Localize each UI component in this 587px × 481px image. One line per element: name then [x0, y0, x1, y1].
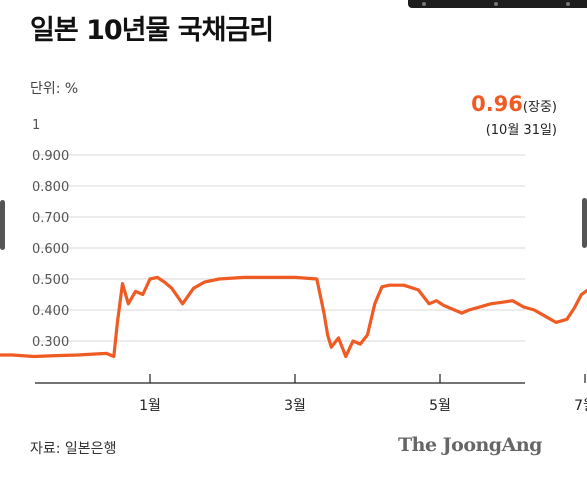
annotation-number: 0.96 — [471, 92, 523, 116]
y-tick-label: 1 — [32, 118, 40, 133]
annotation-value: 0.96(장중) — [471, 92, 557, 116]
y-tick-label: 0.500 — [32, 273, 69, 288]
right-scroll-handle[interactable] — [582, 198, 587, 248]
y-tick-label: 0.600 — [32, 242, 69, 257]
window-dot-icon — [566, 2, 570, 6]
y-tick-label: 0.400 — [32, 304, 69, 319]
y-tick-label: 0.800 — [32, 180, 69, 195]
annotation-date: (10월 31일) — [486, 123, 557, 138]
x-tick-label: 1월 — [139, 398, 161, 414]
series-line — [0, 275, 587, 359]
y-tick-label: 0.900 — [32, 149, 69, 164]
brand-logo: The JoongAng — [398, 434, 542, 456]
window-dot-icon — [494, 2, 498, 6]
chart-title: 일본 10년물 국채금리 — [30, 15, 274, 46]
window-top-bar — [408, 0, 587, 8]
left-scroll-handle[interactable] — [0, 200, 5, 250]
annotation-intraday-note: (장중) — [523, 100, 557, 115]
unit-label: 단위: % — [30, 81, 79, 97]
x-tick-label: 7월 — [574, 398, 587, 414]
source-note: 자료: 일본은행 — [30, 441, 117, 457]
x-tick-label: 5월 — [429, 398, 451, 414]
y-tick-label: 0.700 — [32, 211, 69, 226]
window-dot-icon — [422, 2, 426, 6]
y-tick-label: 0.300 — [32, 335, 69, 350]
x-tick-label: 3월 — [284, 398, 306, 414]
